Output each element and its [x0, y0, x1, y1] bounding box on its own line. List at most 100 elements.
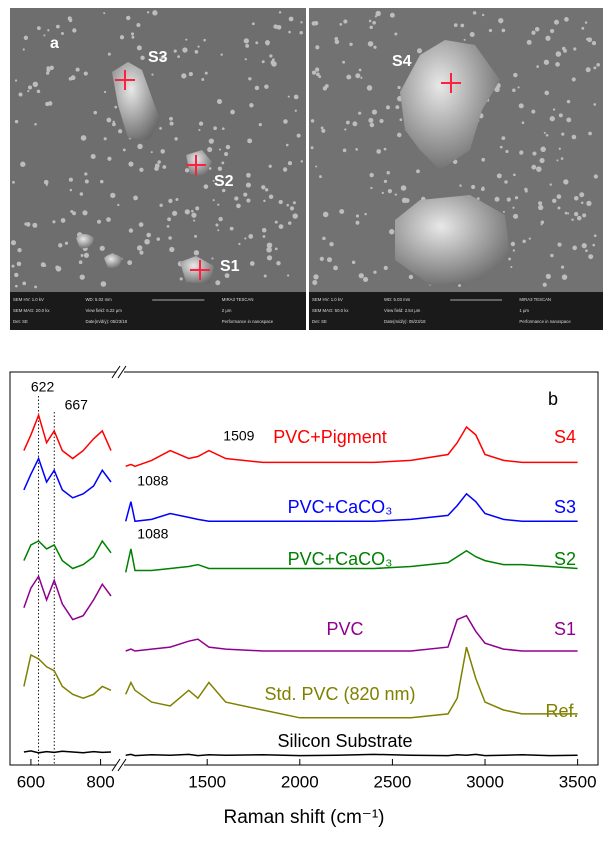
nanoparticle	[262, 228, 267, 233]
nanoparticle	[384, 266, 388, 270]
nanoparticle	[218, 167, 222, 171]
nanoparticle	[579, 192, 584, 197]
nanoparticle	[522, 121, 525, 124]
nanoparticle	[101, 281, 107, 287]
nanoparticle	[559, 113, 563, 117]
nanoparticle	[311, 146, 314, 149]
nanoparticle	[204, 184, 209, 189]
nanoparticle	[545, 36, 550, 41]
nanoparticle	[45, 102, 49, 106]
spectrum	[126, 754, 578, 755]
nanoparticle	[76, 68, 80, 72]
nanoparticle	[234, 196, 238, 200]
nanoparticle	[471, 185, 475, 189]
nanoparticle	[572, 77, 576, 81]
nanoparticle	[388, 189, 392, 193]
nanoparticle	[315, 45, 319, 49]
nanoparticle	[416, 169, 420, 173]
nanoparticle	[346, 75, 351, 80]
nanoparticle	[373, 271, 376, 274]
nanoparticle	[473, 11, 477, 15]
nanoparticle	[323, 212, 329, 218]
nanoparticle	[368, 118, 373, 123]
sem-info: View field: 6.22 μm	[86, 308, 123, 313]
nanoparticle	[532, 152, 536, 156]
nanoparticle	[70, 210, 73, 213]
nanoparticle	[563, 179, 568, 184]
reference-label: 622	[31, 379, 55, 395]
nanoparticle	[213, 199, 215, 201]
nanoparticle	[594, 234, 597, 237]
nanoparticle	[376, 149, 381, 154]
nanoparticle	[160, 149, 164, 153]
nanoparticle	[553, 108, 555, 110]
nanoparticle	[262, 60, 265, 63]
nanoparticle	[154, 166, 159, 171]
nanoparticle	[555, 62, 560, 67]
nanoparticle	[151, 73, 153, 75]
nanoparticle	[84, 172, 87, 175]
nanoparticle	[245, 58, 247, 60]
nanoparticle	[294, 95, 299, 100]
nanoparticle	[359, 69, 362, 72]
sem-info: SEM HV: 1.0 kV	[312, 297, 343, 302]
nanoparticle	[355, 148, 358, 151]
axis-break	[116, 366, 124, 380]
marker-label: S2	[214, 173, 234, 190]
nanoparticle	[128, 161, 133, 166]
nanoparticle	[247, 138, 252, 143]
sem-info: Date(m/d/y): 05/23/18	[384, 319, 426, 324]
nanoparticle	[220, 53, 222, 55]
nanoparticle	[243, 193, 247, 197]
nanoparticle	[571, 218, 573, 220]
nanoparticle	[372, 110, 377, 115]
nanoparticle	[594, 174, 598, 178]
nanoparticle	[266, 42, 269, 45]
nanoparticle	[286, 144, 289, 147]
nanoparticle	[369, 20, 372, 23]
nanoparticle	[61, 32, 64, 35]
nanoparticle	[162, 165, 166, 169]
nanoparticle	[22, 282, 26, 286]
nanoparticle	[139, 222, 144, 227]
nanoparticle	[544, 91, 549, 96]
nanoparticle	[510, 266, 512, 268]
nanoparticle	[277, 25, 282, 30]
sem-info: 1 μm	[519, 308, 529, 313]
nanoparticle	[217, 204, 219, 206]
nanoparticle	[104, 91, 106, 93]
spectrum	[24, 541, 111, 569]
nanoparticle	[567, 100, 570, 103]
series-name: Ref.	[545, 701, 578, 721]
nanoparticle	[191, 210, 194, 213]
nanoparticle	[557, 194, 562, 199]
nanoparticle	[23, 48, 25, 50]
nanoparticle	[344, 128, 346, 130]
nanoparticle	[169, 121, 173, 125]
nanoparticle	[12, 181, 15, 184]
nanoparticle	[339, 209, 344, 214]
x-tick-label: 1500	[188, 772, 226, 791]
nanoparticle	[293, 201, 296, 204]
nanoparticle	[146, 233, 151, 238]
nanoparticle	[168, 236, 172, 240]
nanoparticle	[512, 207, 514, 209]
nanoparticle	[159, 127, 162, 130]
nanoparticle	[588, 254, 593, 259]
reference-label: 667	[65, 397, 89, 413]
nanoparticle	[527, 40, 532, 45]
spectrum	[24, 415, 111, 458]
nanoparticle	[100, 180, 104, 184]
series-name: S4	[554, 427, 576, 447]
nanoparticle	[174, 49, 177, 52]
nanoparticle	[329, 242, 333, 246]
nanoparticle	[107, 157, 111, 161]
nanoparticle	[156, 237, 160, 241]
nanoparticle	[263, 200, 265, 202]
nanoparticle	[37, 26, 41, 30]
nanoparticle	[172, 211, 177, 216]
nanoparticle	[402, 198, 407, 203]
nanoparticle	[104, 137, 107, 140]
nanoparticle	[56, 25, 60, 29]
nanoparticle	[382, 192, 384, 194]
